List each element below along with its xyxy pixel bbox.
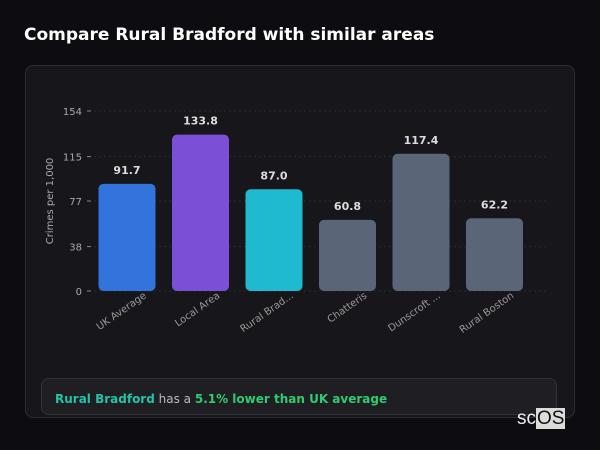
bar[interactable]	[319, 219, 376, 291]
y-tick-label: 154	[63, 107, 82, 118]
bar[interactable]	[245, 189, 303, 291]
x-tick-label: Rural Boston	[458, 290, 516, 335]
data-label: 117.4	[404, 134, 439, 147]
x-tick-label: Local Area	[173, 290, 222, 329]
y-tick-label: 115	[63, 153, 82, 164]
x-tick-label: UK Average	[95, 290, 149, 332]
x-tick-label: Rural Brad...	[239, 290, 296, 335]
comparison-value: 5.1% lower than UK average	[194, 392, 388, 406]
data-label: 91.7	[113, 164, 140, 177]
data-label: 87.0	[260, 169, 287, 182]
y-tick-label: 38	[69, 243, 82, 254]
data-label: 60.8	[334, 200, 361, 213]
y-tick-label: 0	[76, 287, 82, 298]
summary-text: has a	[154, 392, 195, 406]
bar[interactable]	[98, 183, 156, 291]
area-name: Rural Bradford	[55, 392, 155, 406]
data-label: 133.8	[183, 115, 218, 128]
x-tick-label: Dunscroft ...	[386, 290, 442, 334]
x-tick-label: Chatteris	[326, 290, 370, 325]
y-axis-label: Crimes per 1,000	[45, 158, 56, 245]
page-title: Compare Rural Bradford with similar area…	[24, 25, 435, 45]
y-tick-label: 77	[69, 197, 82, 208]
comparison-summary: Rural Bradford has a 5.1% lower than UK …	[41, 378, 557, 415]
bar[interactable]	[392, 153, 450, 291]
bar[interactable]	[172, 134, 229, 291]
bar[interactable]	[466, 218, 523, 291]
scos-logo: scOS	[517, 408, 566, 429]
data-label: 62.2	[481, 198, 508, 211]
